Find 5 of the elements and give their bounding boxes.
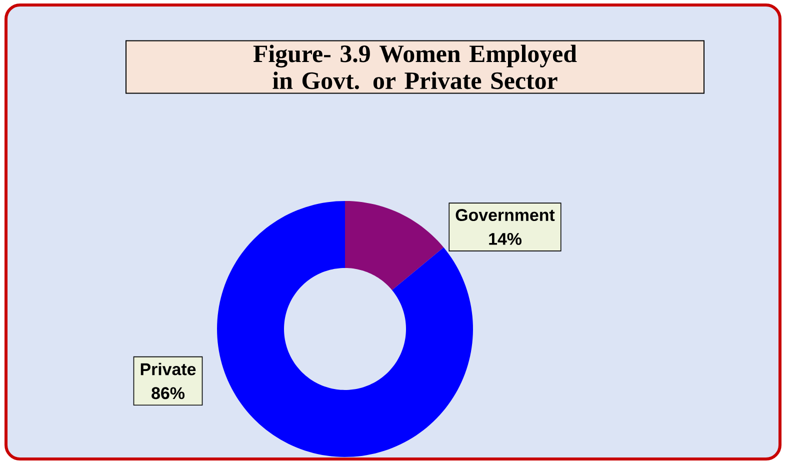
slice-label: Government	[456, 209, 555, 222]
data-label: 86%	[152, 387, 184, 400]
chart-title: Figure- 3.9 Women Employed in Govt. or Private Sector	[253, 44, 577, 90]
slice-label: Private	[140, 362, 196, 376]
data-label: 14%	[489, 233, 522, 245]
